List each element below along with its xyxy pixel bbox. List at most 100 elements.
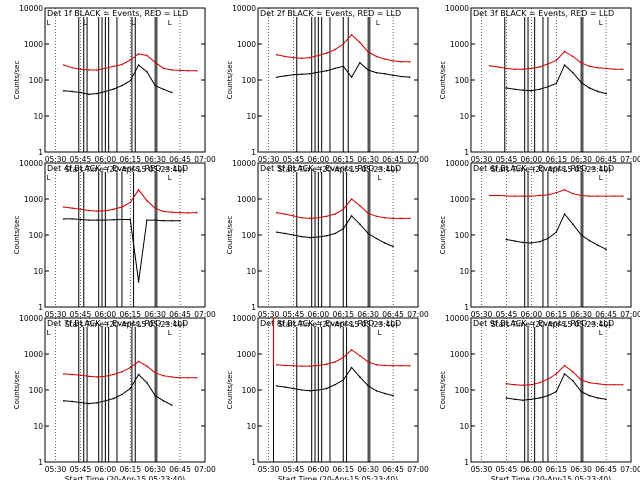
series-point-lld (309, 365, 311, 367)
series-point-lld (162, 374, 165, 377)
event-marker-letter: L (131, 19, 135, 27)
y-tick-label: 1000 (24, 195, 43, 204)
series-point-lld (350, 34, 353, 36)
y-tick-label: 1 (251, 303, 256, 312)
series-point-events (137, 373, 140, 376)
series-point-lld (292, 215, 295, 217)
y-tick-label: 10 (246, 112, 256, 121)
panel-6: 05:30 05:45 06:00 06:15 06:30 06:45 07:00 1 10 10… (439, 159, 640, 329)
series-point-events (375, 390, 378, 392)
series-point-lld (87, 69, 90, 71)
series-point-lld (96, 376, 98, 378)
series-point-lld (276, 54, 278, 56)
series-point-events (87, 219, 90, 221)
series-point-lld (79, 208, 82, 211)
x-tick-label: 06:30 (570, 465, 592, 474)
x-tick-label: 05:45 (70, 310, 92, 319)
series-point-lld (522, 195, 524, 197)
series-point-lld (497, 66, 499, 68)
series-point-lld (359, 354, 361, 357)
series-point-events (325, 387, 328, 390)
series-point-events (96, 402, 98, 404)
x-tick-label: 06:00 (95, 310, 117, 319)
series-point-events (392, 245, 394, 248)
series-point-lld (489, 64, 491, 67)
x-tick-label: 06:15 (545, 465, 567, 474)
series-point-lld (342, 356, 345, 359)
y-tick-label: 10 (459, 422, 469, 431)
series-point-events (522, 399, 524, 402)
event-marker-letter: L (47, 19, 51, 27)
series-point-lld (334, 213, 336, 215)
y-tick-label: 100 (242, 76, 257, 85)
series-point-events (309, 390, 311, 392)
panel-2: 05:30 05:45 06:00 06:15 06:30 06:45 07:00 1 10 10… (226, 4, 429, 174)
y-tick-label: 10 (33, 112, 43, 121)
series-point-lld (350, 198, 353, 200)
y-tick-label: 10000 (445, 159, 469, 168)
x-tick-label: 07:00 (407, 465, 429, 474)
x-tick-label: 05:30 (45, 465, 67, 474)
series-point-lld (375, 215, 378, 218)
event-marker-letter: L (599, 329, 603, 337)
series-point-events (580, 234, 582, 236)
series-point-events (359, 376, 361, 378)
series-point-events (317, 71, 320, 73)
series-point-lld (325, 215, 328, 218)
series-point-lld (613, 68, 616, 70)
series-point-events (513, 88, 516, 91)
panel-title: Det 5f BLACK = Events, RED = LLD (260, 164, 401, 173)
series-point-events (555, 390, 558, 393)
x-tick-label: 06:30 (357, 465, 379, 474)
y-tick-label: 1 (38, 148, 43, 157)
series-point-lld (121, 63, 123, 66)
x-axis-label: Start Time (20-Apr-15 05:23:40) (65, 320, 185, 329)
series-point-lld (563, 189, 566, 191)
series-point-events (309, 72, 311, 75)
series-point-events (276, 231, 278, 233)
series-point-events (121, 84, 123, 87)
y-tick-label: 10000 (232, 4, 256, 13)
series-point-events (154, 84, 156, 87)
y-tick-label: 1 (464, 458, 469, 467)
x-tick-label: 05:30 (45, 310, 67, 319)
series-point-lld (513, 383, 516, 386)
series-point-lld (195, 376, 198, 379)
series-point-lld (317, 217, 320, 219)
x-tick-label: 06:45 (595, 155, 617, 164)
x-tick-label: 05:45 (496, 155, 518, 164)
series-point-lld (162, 67, 165, 70)
x-tick-label: 06:30 (570, 155, 592, 164)
series-point-events (367, 232, 369, 235)
series-point-lld (276, 364, 278, 366)
series-point-events (121, 218, 123, 221)
x-tick-label: 06:45 (595, 465, 617, 474)
x-axis-label: Start Time (20-Apr-15 05:23:40) (278, 475, 398, 480)
x-tick-label: 06:45 (382, 310, 404, 319)
series-point-events (342, 65, 345, 68)
y-axis-label: Counts/sec (439, 216, 447, 255)
series-point-events (87, 93, 90, 96)
series-point-events (408, 76, 411, 78)
series-point-events (605, 248, 607, 251)
series-point-lld (538, 66, 541, 68)
x-tick-label: 05:45 (496, 465, 518, 474)
series-point-lld (325, 363, 328, 366)
panel-title: Det 4f BLACK = Events, RED = LLD (47, 164, 188, 173)
series-point-events (104, 400, 107, 402)
series-point-lld (146, 365, 148, 367)
series-point-events (359, 62, 361, 64)
panel-1: 05:30 05:45 06:00 06:15 06:30 06:45 07:00 1 10 10… (13, 4, 216, 174)
series-point-lld (383, 364, 386, 367)
x-tick-label: 07:00 (407, 155, 429, 164)
series-point-lld (547, 63, 549, 65)
series-point-events (71, 400, 73, 403)
y-tick-label: 1 (251, 458, 256, 467)
series-point-lld (162, 210, 165, 213)
series-point-events (162, 88, 165, 91)
event-marker-letter: L (377, 329, 381, 337)
series-point-events (522, 241, 524, 244)
x-tick-label: 06:15 (332, 155, 354, 164)
series-point-lld (375, 55, 378, 58)
x-tick-label: 06:45 (169, 310, 191, 319)
